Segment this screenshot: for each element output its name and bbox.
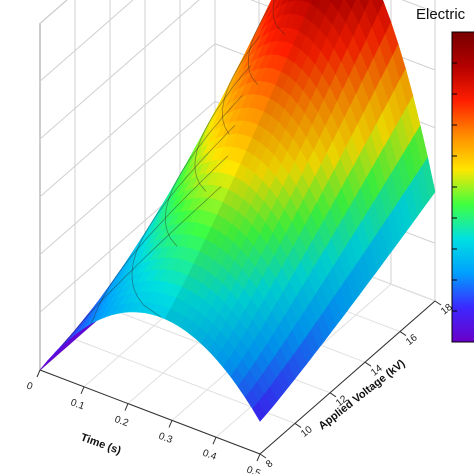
voltage-tick-mark — [434, 300, 442, 306]
voltage-tick-mark — [399, 331, 407, 337]
time-tick-mark — [212, 437, 217, 445]
time-axis-ticks: 0 0.1 0.2 0.3 0.4 0.5 — [25, 369, 262, 474]
voltage-tick-mark — [364, 361, 372, 367]
contour-line — [272, 0, 286, 35]
contour-line — [61, 186, 222, 346]
contour-line — [164, 95, 243, 247]
axes-frame — [39, 300, 436, 455]
grid-line — [39, 101, 216, 255]
time-tick-mark — [80, 386, 85, 394]
time-tick-mark — [256, 453, 261, 462]
time-tick-label: 0 — [25, 380, 34, 392]
time-tick-label: 0.2 — [113, 414, 130, 429]
time-tick-label: 0.4 — [201, 448, 218, 463]
voltage-tick-label: 10 — [299, 424, 315, 440]
voltage-tick-mark — [259, 453, 267, 459]
time-tick-mark — [124, 403, 129, 411]
contour-line — [194, 65, 251, 192]
voltage-tick-mark — [294, 422, 302, 428]
voltage-tick-label: 8 — [264, 458, 276, 470]
grid-line — [39, 0, 134, 82]
surface-plot — [39, 0, 436, 422]
colorbar-title: Electric — [416, 6, 466, 23]
voltage-tick-mark — [329, 392, 337, 398]
contour-line — [131, 125, 236, 318]
contour-line — [90, 155, 229, 324]
contour-line — [248, 6, 271, 86]
time-tick-mark — [168, 420, 173, 428]
grid-line — [39, 0, 200, 140]
time-tick-label: 0.5 — [245, 464, 262, 474]
colorbar-ticks — [452, 31, 457, 343]
surface-cell — [252, 401, 267, 422]
voltage-axis-line — [259, 300, 436, 455]
time-tick-mark — [36, 369, 41, 378]
time-axis-label: Time (s) — [79, 432, 123, 458]
time-tick-label: 0.1 — [69, 397, 86, 412]
time-axis-line — [39, 369, 261, 455]
grid-line — [39, 43, 216, 198]
voltage-tick-label: 16 — [404, 332, 420, 348]
time-tick-label: 0.3 — [157, 431, 174, 446]
contour-line — [221, 35, 260, 135]
